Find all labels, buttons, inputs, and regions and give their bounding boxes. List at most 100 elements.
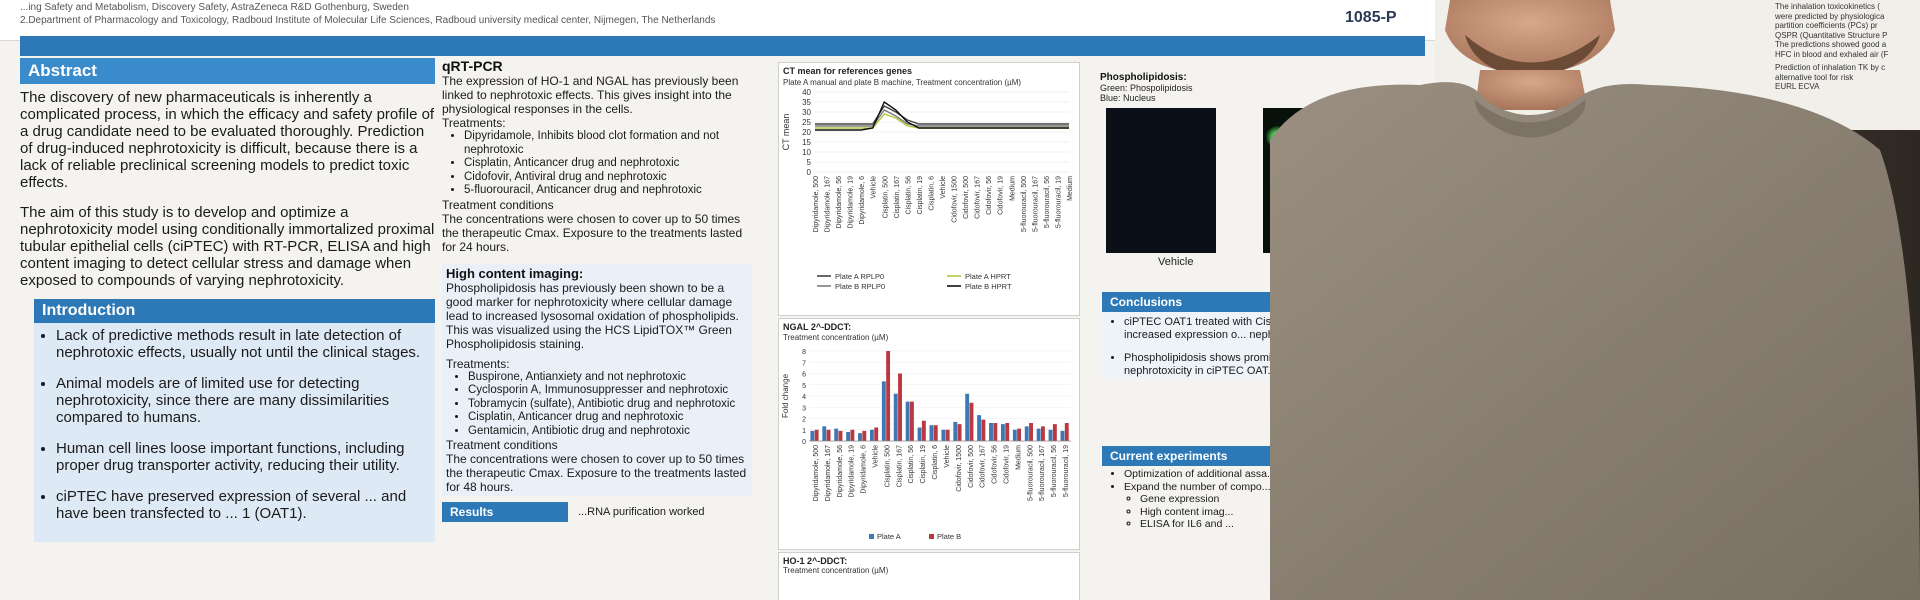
list-item: Cyclosporin A, Immunosuppresser and neph… <box>468 384 748 398</box>
sweater-collar <box>1474 100 1586 138</box>
legend-swatch <box>929 534 934 539</box>
x-tick-label: Cisplatin, 167 <box>894 176 901 219</box>
x-tick-label: Cidofovir, 1500 <box>956 445 963 492</box>
bar <box>953 421 958 441</box>
hci-box: High content imaging: Phospholipidosis h… <box>442 263 752 496</box>
neck <box>1475 70 1588 110</box>
vehicle-caption: Vehicle <box>1158 256 1194 268</box>
bar <box>846 432 851 441</box>
bar <box>1036 428 1041 441</box>
x-tick-label: Dipyridamole, 56 <box>837 445 844 498</box>
ho1-chart-panel: HO-1 2^-DDCT: Treatment concentration (µ… <box>778 552 1080 600</box>
legend-label: Plate B <box>937 532 961 541</box>
x-tick-label: Cisplatin, 500 <box>884 445 891 488</box>
x-tick-label: Dipyridamole, 500 <box>813 176 820 233</box>
qrtpcr-conditions-label: Treatment conditions <box>442 197 554 212</box>
x-tick-label: Cidofovir, 1500 <box>952 176 959 223</box>
bar <box>965 393 970 441</box>
list-item: ELISA for IL6 and ... <box>1140 518 1342 531</box>
qrtpcr-treatments-label: Treatments: <box>442 116 506 130</box>
list-item: Dipyridamole, Inhibits blood clot format… <box>464 130 752 157</box>
list-item: Cidofovir, Antiviral drug and nephrotoxi… <box>464 171 752 185</box>
qrtpcr-intro: The expression of HO-1 and NGAL has prev… <box>442 74 739 116</box>
ct-chart-title: CT mean for references genes <box>783 66 913 76</box>
x-tick-label: Cidofovir, 500 <box>968 445 975 488</box>
x-tick-label: Cisplatin, 56 <box>908 445 915 484</box>
phospholipidosis-title: Phospholipidosis: <box>1100 72 1187 83</box>
bar <box>1060 430 1065 441</box>
x-tick-label: Cidofovir, 56 <box>986 176 993 215</box>
ngal-chart-panel: NGAL 2^-DDCT: Treatment concentration (µ… <box>778 318 1080 550</box>
text-line: QSPR (Quantitative Structure P <box>1775 30 1888 40</box>
bar <box>822 426 827 441</box>
x-tick-label: Dipyridamole, 6 <box>861 445 868 494</box>
y-tick-label: 40 <box>802 88 811 97</box>
bar <box>917 427 922 441</box>
bar <box>969 402 974 441</box>
ho1-chart-title: HO-1 2^-DDCT: <box>783 556 848 566</box>
bar <box>1064 423 1069 441</box>
ct-chart-subtitle: Plate A manual and plate B machine, Trea… <box>783 78 1022 87</box>
x-tick-label: Vehicle <box>873 445 880 468</box>
bar <box>1029 423 1033 441</box>
ho1-chart-subtitle: Treatment concentration (µM) <box>783 566 889 575</box>
x-tick-label: Vehicle <box>871 176 878 199</box>
list-item: High content imag... <box>1140 506 1342 519</box>
bar <box>1012 429 1017 441</box>
x-tick-label: Cidofovir, 500 <box>963 176 970 219</box>
legend-label: Plate B HPRT <box>965 282 1012 291</box>
bar <box>977 415 982 441</box>
results-heading: Results <box>442 502 568 522</box>
x-tick-label: Dipyridamole, 167 <box>825 445 832 502</box>
bar <box>881 381 886 441</box>
introduction-list: Lack of predictive methods result in lat… <box>34 323 435 522</box>
legend-label: Plate A <box>877 532 901 541</box>
list-item: 5-fluorouracil, Anticancer drug and neph… <box>464 184 752 198</box>
list-item: Cisplatin, Anticancer drug and nephrotox… <box>464 157 752 171</box>
list-item: Gentamicin, Antibiotic drug and nephroto… <box>468 425 748 439</box>
ngal-chart-subtitle: Treatment concentration (µM) <box>783 333 889 342</box>
x-tick-label: Cidofovir, 19 <box>998 176 1005 215</box>
phospholipidosis-legend-blue: Blue: Nucleus <box>1100 93 1156 103</box>
bar <box>850 429 855 441</box>
x-tick-label: Cidofovir, 167 <box>980 445 987 488</box>
results-row: Results ...RNA purification worked <box>442 502 752 522</box>
bar <box>1017 428 1022 441</box>
x-tick-label: 5-fluorouracil, 56 <box>1051 445 1058 497</box>
bar <box>886 351 891 441</box>
x-tick-label: Medium <box>1009 176 1016 201</box>
x-tick-label: Cisplatin, 19 <box>917 176 924 215</box>
y-tick-label: 15 <box>802 138 811 147</box>
bar <box>814 429 819 441</box>
x-tick-label: Cidofovir, 167 <box>975 176 982 219</box>
series-line <box>815 100 1069 131</box>
x-tick-label: Medium <box>1067 176 1074 201</box>
column-methods: qRT-PCR The expression of HO-1 and NGAL … <box>442 58 752 522</box>
x-tick-label: 5-fluorouracil, 19 <box>1063 445 1070 497</box>
y-tick-label: 5 <box>802 383 806 390</box>
x-tick-label: Dipyridamole, 500 <box>813 445 820 502</box>
ngal-chart-title: NGAL 2^-DDCT: <box>783 322 852 332</box>
poster-header: ...ing Safety and Metabolism, Discovery … <box>0 0 1440 41</box>
y-tick-label: 1 <box>802 428 806 435</box>
x-tick-label: Cisplatin, 56 <box>905 176 912 215</box>
y-tick-label: 8 <box>802 349 806 356</box>
adjacent-poster-text: The inhalation toxicokinetics ( were pre… <box>1775 2 1920 92</box>
text-line: Prediction of inhalation TK by c <box>1775 63 1886 72</box>
abstract-heading: Abstract <box>20 58 435 84</box>
bar <box>933 425 938 441</box>
bar <box>945 429 950 441</box>
y-tick-label: 10 <box>802 148 811 157</box>
bar <box>858 433 862 441</box>
y-tick-label: 4 <box>802 394 806 401</box>
bar <box>874 427 879 441</box>
x-tick-label: Cisplatin, 167 <box>896 445 903 488</box>
bar <box>1005 423 1010 441</box>
hci-conditions-label: Treatment conditions <box>446 438 558 452</box>
bar <box>893 393 898 441</box>
ct-mean-chart-panel: CT mean for references genes Plate A man… <box>778 62 1080 316</box>
y-axis-label: Fold change <box>781 373 790 418</box>
text-line: The inhalation toxicokinetics ( <box>1775 2 1880 11</box>
sweater <box>1270 82 1920 600</box>
